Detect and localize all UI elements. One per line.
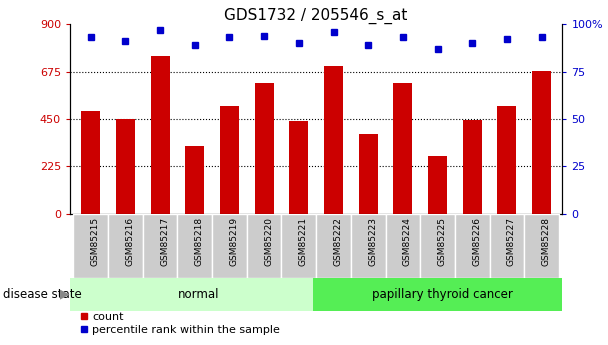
Bar	[212, 214, 247, 278]
Bar	[313, 278, 562, 310]
Bar	[463, 120, 482, 214]
Bar	[70, 278, 313, 310]
Legend: count, percentile rank within the sample: count, percentile rank within the sample	[75, 307, 285, 339]
Text: disease state: disease state	[3, 288, 82, 300]
Text: GSM85218: GSM85218	[195, 217, 204, 266]
Bar	[255, 83, 274, 214]
Bar	[385, 214, 420, 278]
Bar	[143, 214, 178, 278]
Text: GSM85224: GSM85224	[403, 217, 412, 266]
Text: GSM85221: GSM85221	[299, 217, 308, 266]
Text: normal: normal	[178, 288, 219, 300]
Bar	[351, 214, 385, 278]
Text: GSM85223: GSM85223	[368, 217, 377, 266]
Text: GSM85228: GSM85228	[542, 217, 551, 266]
Bar	[151, 56, 170, 214]
Bar	[497, 106, 516, 214]
Bar	[178, 214, 212, 278]
Text: GSM85227: GSM85227	[507, 217, 516, 266]
Text: GSM85215: GSM85215	[91, 217, 100, 266]
Bar	[81, 111, 100, 214]
Bar	[74, 214, 108, 278]
Bar	[289, 121, 308, 214]
Bar	[489, 214, 524, 278]
Text: GSM85216: GSM85216	[125, 217, 134, 266]
Text: GSM85217: GSM85217	[160, 217, 169, 266]
Bar	[185, 146, 204, 214]
Text: GSM85219: GSM85219	[229, 217, 238, 266]
Bar	[282, 214, 316, 278]
Bar	[420, 214, 455, 278]
Bar	[220, 106, 239, 214]
Bar	[524, 214, 559, 278]
Bar	[324, 66, 343, 214]
Bar	[359, 134, 378, 214]
Text: GSM85222: GSM85222	[334, 217, 342, 266]
Bar	[532, 70, 551, 214]
Bar	[316, 214, 351, 278]
Bar	[116, 119, 135, 214]
Bar	[455, 214, 489, 278]
Text: papillary thyroid cancer: papillary thyroid cancer	[372, 288, 513, 300]
Bar	[247, 214, 282, 278]
Title: GDS1732 / 205546_s_at: GDS1732 / 205546_s_at	[224, 8, 408, 24]
Bar	[428, 156, 447, 214]
Text: GSM85220: GSM85220	[264, 217, 273, 266]
Text: GSM85226: GSM85226	[472, 217, 481, 266]
Text: GSM85225: GSM85225	[438, 217, 446, 266]
Bar	[108, 214, 143, 278]
Bar	[393, 83, 412, 214]
Text: ▶: ▶	[60, 288, 69, 300]
